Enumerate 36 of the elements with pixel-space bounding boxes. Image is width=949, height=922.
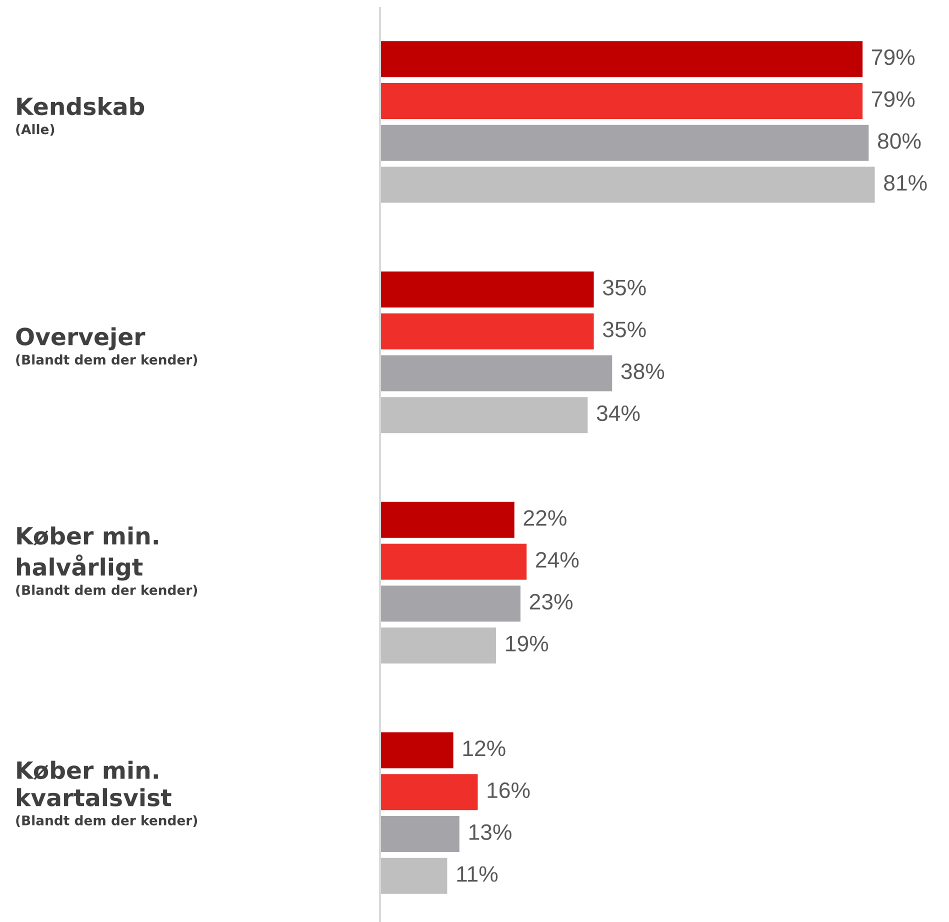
- bar: [380, 586, 520, 622]
- y-tick-label: Overvejer (Blandt dem der kender): [16, 327, 198, 366]
- y-tick-label: Køber min. halvårligt (Blandt dem der kender): [16, 526, 198, 597]
- bar: [380, 732, 454, 768]
- data-label: 35%: [602, 322, 646, 338]
- bar: [380, 271, 594, 308]
- bar: [380, 41, 863, 78]
- data-label: 79%: [872, 49, 915, 66]
- data-label: 19%: [506, 636, 548, 652]
- data-label: 79%: [872, 91, 915, 107]
- bar: [380, 628, 496, 664]
- data-label: 12%: [463, 740, 506, 756]
- bar: [380, 82, 863, 120]
- bar: [380, 858, 448, 894]
- y-tick-label: Køber min. kvartalsvist (Blandt dem der kender): [16, 760, 198, 827]
- data-label: 23%: [530, 594, 573, 610]
- bar: [380, 816, 460, 852]
- data-label: 81%: [884, 174, 927, 191]
- data-label: 11%: [457, 866, 498, 882]
- data-label: 16%: [488, 782, 530, 798]
- data-label: 13%: [469, 824, 512, 840]
- data-label: 38%: [621, 363, 664, 380]
- bar: [380, 355, 612, 392]
- bar: [380, 544, 527, 580]
- bar: [380, 502, 514, 538]
- data-label: 24%: [536, 552, 579, 568]
- bar: [380, 124, 869, 161]
- data-label: 35%: [602, 280, 646, 296]
- bar: [380, 313, 594, 350]
- bar: [380, 774, 478, 810]
- data-label: 80%: [878, 133, 921, 149]
- bar: [380, 397, 588, 434]
- y-tick-label: Kendskab (Alle): [16, 96, 144, 136]
- data-label: 22%: [524, 510, 566, 526]
- bar: [380, 166, 875, 203]
- data-label: 34%: [596, 405, 640, 422]
